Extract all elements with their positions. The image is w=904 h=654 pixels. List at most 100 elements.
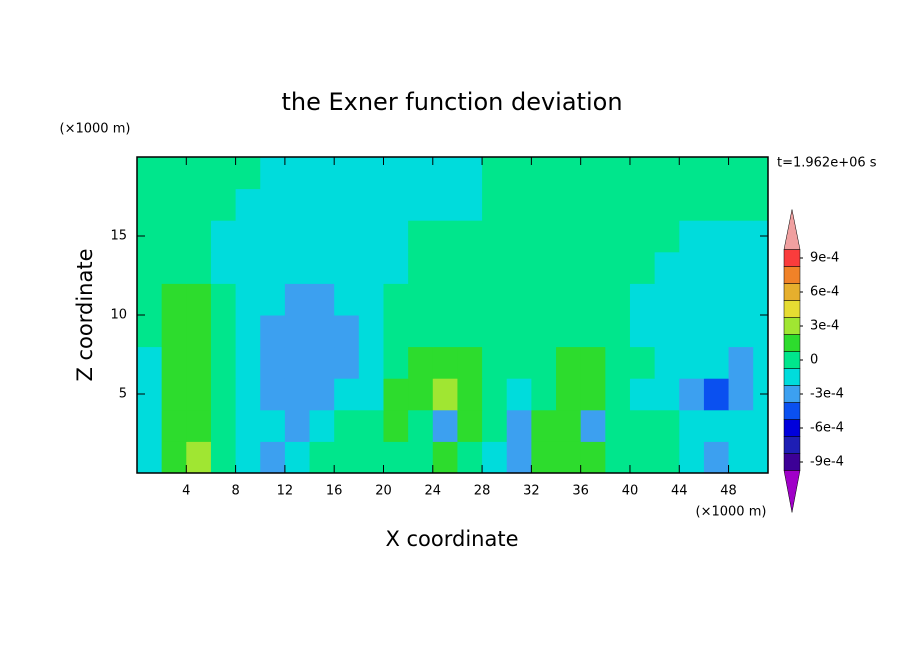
contour-cell	[679, 157, 705, 190]
contour-cell	[679, 378, 705, 411]
contour-cell	[309, 251, 335, 284]
contour-cell	[580, 283, 606, 316]
contour-cell	[703, 157, 730, 190]
contour-cell	[235, 409, 261, 442]
contour-cell	[506, 409, 532, 442]
contour-cell	[457, 157, 483, 190]
contour-cell	[432, 220, 458, 253]
contour-cell	[629, 346, 656, 379]
contour-cell	[137, 315, 163, 348]
x-unit: (×1000 m)	[696, 505, 767, 520]
contour-cell	[235, 251, 261, 284]
contour-cell	[629, 409, 656, 442]
contour-cell	[556, 188, 582, 221]
contour-cell	[679, 346, 705, 379]
contour-cell	[457, 315, 483, 348]
contour-cell	[506, 441, 532, 473]
contour-cell	[457, 441, 483, 473]
contour-cell	[334, 378, 360, 411]
colorbar-box	[783, 368, 801, 386]
x-tick-label: 48	[720, 484, 737, 499]
contour-cell	[654, 378, 680, 411]
y-unit: (×1000 m)	[60, 122, 131, 137]
x-tick-label: 28	[474, 484, 491, 499]
contour-cell	[728, 441, 754, 473]
contour-cell	[580, 409, 606, 442]
contour-cell	[432, 315, 458, 348]
y-tick-label: 15	[110, 229, 127, 244]
contour-cell	[556, 378, 582, 411]
colorbar-box	[783, 249, 801, 267]
contour-cell	[506, 220, 532, 253]
contour-cell	[161, 188, 187, 221]
y-axis-label: Z coordinate	[73, 248, 97, 381]
contour-cell	[605, 283, 631, 316]
contour-cell	[358, 220, 384, 253]
x-axis-label: X coordinate	[385, 527, 518, 551]
colorbar-label: 6e-4	[810, 285, 839, 300]
contour-cell	[260, 378, 286, 411]
contour-cell	[186, 157, 212, 190]
contour-cell	[235, 283, 261, 316]
contour-cell	[679, 409, 705, 442]
contour-cell	[383, 315, 409, 348]
contour-cell	[531, 409, 557, 442]
contour-cell	[482, 283, 508, 316]
y-tick-label: 10	[110, 308, 127, 323]
contour-cell	[531, 220, 557, 253]
contour-cell	[728, 346, 754, 379]
contour-cell	[629, 283, 656, 316]
contour-cell	[161, 283, 187, 316]
contour-cell	[728, 378, 754, 411]
contour-cell	[605, 409, 631, 442]
colorbar-low	[783, 470, 801, 513]
contour-cell	[482, 409, 508, 442]
contour-cell	[482, 157, 508, 190]
contour-cell	[556, 441, 582, 473]
contour-cell	[161, 409, 187, 442]
colorbar-label: -3e-4	[810, 386, 844, 401]
contour-cell	[161, 315, 187, 348]
colorbar-box	[783, 453, 801, 471]
contour-cell	[703, 409, 730, 442]
contour-cell	[137, 441, 163, 473]
contour-cell	[432, 283, 458, 316]
contour-cell	[556, 409, 582, 442]
x-tick-label: 4	[182, 484, 190, 499]
contour-cell	[605, 346, 631, 379]
y-tick-label: 5	[119, 387, 127, 402]
contour-cell	[284, 283, 311, 316]
contour-cell	[703, 220, 730, 253]
contour-cell	[210, 220, 237, 253]
contour-cell	[482, 251, 508, 284]
contour-cell	[728, 157, 754, 190]
contour-cell	[408, 220, 434, 253]
contour-cell	[186, 220, 212, 253]
colorbar-label: 9e-4	[810, 251, 839, 266]
contour-cell	[654, 441, 680, 473]
contour-cell	[309, 441, 335, 473]
contour-cell	[703, 315, 730, 348]
contour-cell	[753, 441, 768, 473]
contour-cell	[210, 346, 237, 379]
contour-cell	[728, 220, 754, 253]
contour-cell	[408, 346, 434, 379]
contour-cell	[531, 283, 557, 316]
contour-cell	[531, 157, 557, 190]
contour-cell	[506, 346, 532, 379]
contour-cell	[432, 378, 458, 411]
colorbar-label: -9e-4	[810, 454, 844, 469]
contour-cell	[161, 220, 187, 253]
contour-cell	[703, 283, 730, 316]
contour-cell	[506, 315, 532, 348]
colorbar-high	[783, 209, 801, 250]
contour-cell	[605, 220, 631, 253]
contour-cell	[531, 315, 557, 348]
contour-cell	[284, 188, 311, 221]
contour-cell	[556, 283, 582, 316]
contour-cell	[235, 157, 261, 190]
contour-cell	[703, 346, 730, 379]
contour-cell	[358, 441, 384, 473]
contour-cell	[531, 346, 557, 379]
contour-cell	[383, 220, 409, 253]
